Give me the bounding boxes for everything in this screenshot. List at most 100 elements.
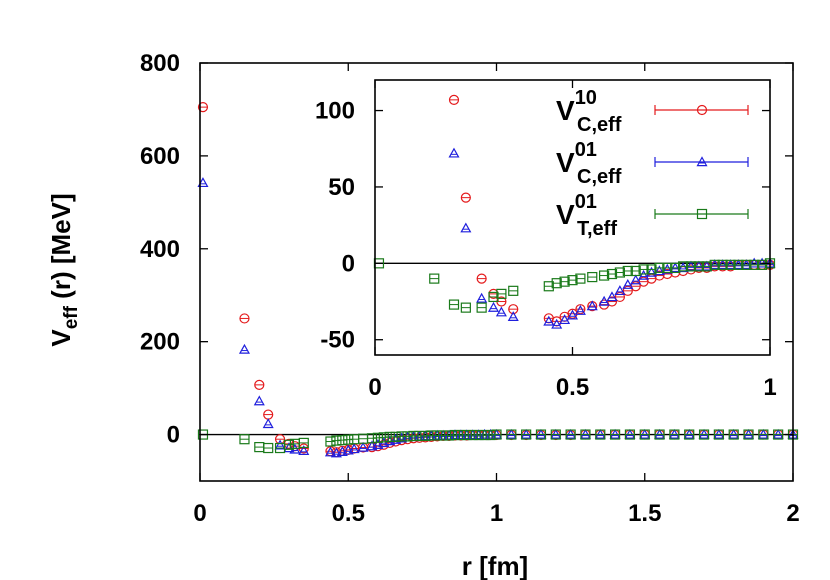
main-point-t01-36: [506, 429, 517, 440]
main-y-tick-label-200: 200: [140, 329, 180, 356]
inset-point-c01-4: [476, 292, 488, 303]
main-x-tick-label-2: 2: [786, 500, 799, 527]
main-point-c01-3: [262, 418, 274, 429]
main-point-t01-48: [684, 429, 695, 440]
legend-label-t01: V01 T,eff: [556, 191, 617, 240]
legend-marker-c10: [696, 104, 708, 116]
main-point-c10-2: [254, 379, 265, 390]
main-point-t01-49: [698, 429, 710, 440]
main-point-t01-40: [565, 429, 576, 440]
inset-point-c01-16: [614, 285, 626, 296]
inset-point-c10-4: [476, 273, 487, 284]
inset-point-c01-14: [598, 295, 610, 306]
main-point-t01-44: [624, 429, 636, 440]
legend-marker-c01: [696, 156, 708, 167]
main-point-t01-50: [713, 429, 724, 440]
main-point-t01-5: [283, 439, 295, 450]
main-point-t01-52: [743, 429, 754, 440]
inset-series-t01: [373, 258, 776, 313]
inset-x-tick-label-0: 0: [368, 374, 381, 401]
legend-label-c01: V01 C,eff: [556, 139, 622, 188]
main-x-tick-label-1: 1: [490, 500, 503, 527]
inset-point-c10-2: [448, 94, 460, 105]
inset-point-t01-3: [460, 302, 471, 313]
main-point-c01-4: [274, 439, 286, 450]
inset-point-c01-3: [460, 222, 472, 233]
inset-point-c01-15: [606, 291, 618, 302]
legend-label-main-c10: V: [556, 95, 575, 126]
inset-point-c01-13: [586, 300, 598, 311]
x-axis-title: r [fm]: [462, 551, 528, 580]
legend-label-sup-c10: 10: [575, 87, 597, 109]
main-point-t01-42: [595, 429, 606, 440]
main-point-t01-35: [491, 429, 502, 440]
main-point-t01-39: [550, 429, 561, 440]
y-axis-title: Veff (r) [MeV]: [46, 193, 82, 346]
y-axis-title-main: V: [46, 329, 76, 347]
main-point-t01-46: [654, 429, 665, 440]
inset-y-tick-label-50: 50: [328, 174, 355, 201]
inset-point-c01-8: [543, 315, 555, 326]
inset-point-c01-12: [574, 304, 586, 315]
main-point-t01-51: [728, 429, 739, 440]
main-plot: 0 0.5 1 1.5 2 0 200 400 600 800: [140, 50, 800, 527]
inset-y-tick-label-100: 100: [315, 98, 355, 125]
main-y-tick-label-400: 400: [140, 236, 180, 263]
y-axis-title-subscript: eff: [61, 305, 82, 329]
main-point-t01-53: [758, 429, 769, 440]
legend-label-sub-c01: C,eff: [577, 166, 622, 188]
inset-point-t01-12: [575, 273, 586, 284]
main-point-c01-1: [238, 343, 250, 354]
legend-label-sub-c10: C,eff: [577, 114, 622, 136]
main-point-c01-13: [357, 441, 369, 452]
inset-point-t01-6: [496, 288, 507, 299]
inset-point-c01-24: [677, 262, 689, 273]
main-point-t01-8: [325, 436, 336, 447]
inset-point-t01-1: [429, 273, 440, 284]
inset-y-tick-label--50: -50: [320, 327, 355, 354]
y-axis-title-rest: (r) [MeV]: [46, 193, 76, 306]
legend-entry-c01: V01 C,eff: [556, 139, 749, 188]
inset-point-c01-9: [551, 318, 563, 329]
inset-plot: 0 0.5 1 -50 0 50 100: [315, 79, 777, 401]
inset-point-t01-7: [508, 285, 519, 296]
inset-point-c10-3: [460, 192, 471, 203]
inset-point-c01-7: [507, 311, 519, 322]
inset-point-c01-17: [622, 278, 634, 289]
legend-label-sup-t01: 01: [575, 191, 597, 213]
inset-point-c10-17: [622, 285, 633, 296]
inset-point-c10-15: [606, 296, 618, 307]
inset-y-tick-label-0: 0: [342, 250, 355, 277]
inset-point-c01-2: [448, 147, 460, 158]
main-point-t01-37: [521, 429, 532, 440]
main-point-t01-7: [298, 437, 309, 449]
main-point-c01-7: [298, 445, 310, 456]
main-point-t01-43: [609, 429, 621, 440]
inset-point-c10-7: [508, 304, 519, 315]
main-point-c01-2: [253, 395, 265, 406]
main-x-tick-label-0.5: 0.5: [332, 500, 365, 527]
main-point-c01-8: [324, 446, 336, 457]
inset-point-t01-13: [587, 271, 598, 283]
inset-point-t01-4: [476, 302, 487, 313]
main-point-c10-1: [239, 313, 250, 324]
main-x-tick-label-0: 0: [193, 500, 206, 527]
inset-point-c01-11: [566, 309, 579, 320]
main-point-t01-38: [535, 429, 547, 440]
main-y-tick-label-600: 600: [140, 143, 180, 170]
main-point-t01-1: [239, 434, 250, 445]
main-point-t01-47: [669, 429, 680, 440]
legend-label-sup-c01: 01: [575, 139, 597, 161]
main-x-tick-label-1.5: 1.5: [628, 500, 661, 527]
main-point-c01-12: [348, 443, 360, 454]
inset-point-c01-6: [495, 306, 507, 317]
main-y-tick-label-800: 800: [140, 50, 180, 77]
inset-x-tick-label-1: 1: [763, 374, 776, 401]
main-point-t01-3: [263, 442, 274, 454]
legend-marker-t01: [696, 208, 708, 220]
legend-label-main-t01: V: [556, 199, 575, 230]
inset-point-c01-33: [748, 257, 760, 268]
legend-entry-t01: V01 T,eff: [556, 191, 749, 240]
